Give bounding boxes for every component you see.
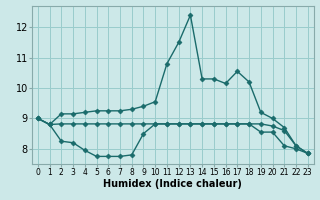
- X-axis label: Humidex (Indice chaleur): Humidex (Indice chaleur): [103, 179, 242, 189]
